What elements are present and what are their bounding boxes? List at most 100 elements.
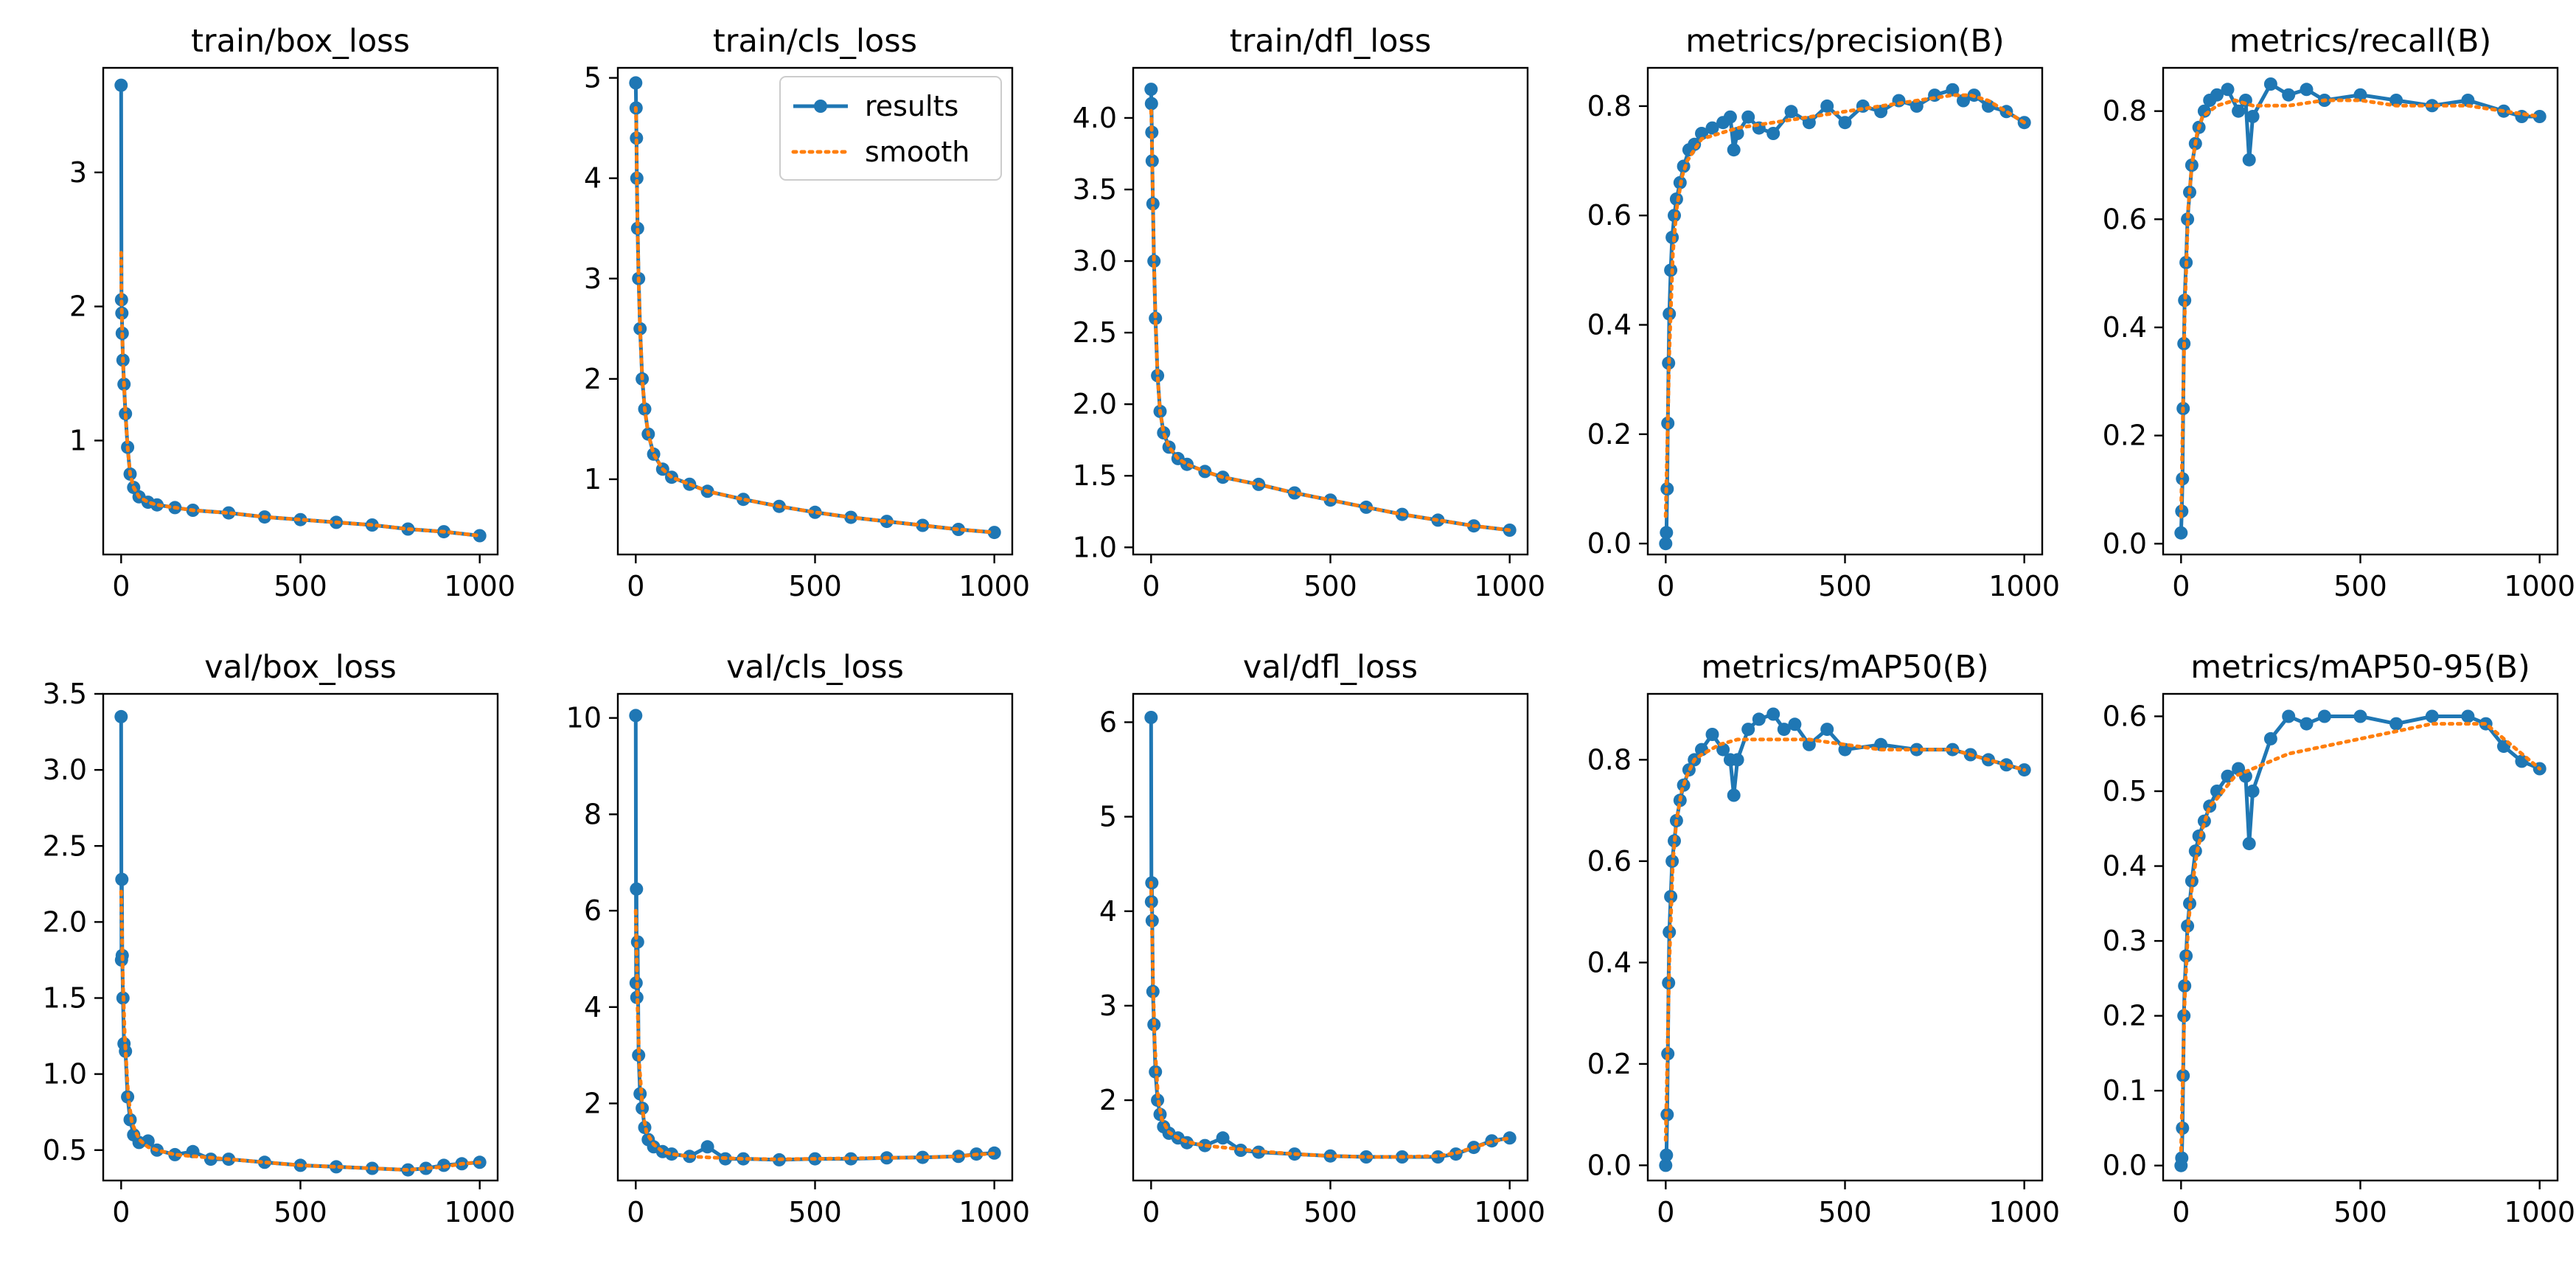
results-point bbox=[2282, 709, 2296, 723]
smooth-line bbox=[2179, 722, 2542, 1152]
results-point bbox=[2246, 110, 2260, 123]
results-point bbox=[1723, 110, 1737, 124]
results-point bbox=[1144, 97, 1158, 111]
x-tick-label: 500 bbox=[274, 570, 327, 602]
y-tick-label: 3.5 bbox=[43, 678, 87, 710]
results-point bbox=[1730, 753, 1744, 767]
results-point bbox=[1705, 121, 1719, 135]
results-point bbox=[141, 1134, 155, 1148]
results-point bbox=[2263, 77, 2277, 91]
chart-panel: train/cls_loss 0 500 1000 1 2 3 4 5 results smooth bbox=[584, 23, 1030, 602]
results-point bbox=[2221, 83, 2235, 97]
results-point bbox=[1752, 712, 1766, 726]
chart-title: val/box_loss bbox=[204, 649, 397, 686]
results-point bbox=[737, 493, 751, 507]
y-tick-label: 0.0 bbox=[2103, 527, 2147, 560]
x-tick-label: 1000 bbox=[1474, 570, 1545, 602]
results-point bbox=[630, 131, 644, 145]
x-tick-label: 500 bbox=[1818, 1196, 1872, 1228]
y-tick-label: 0.2 bbox=[1587, 1048, 1632, 1080]
y-tick-label: 0.4 bbox=[2103, 850, 2147, 883]
y-tick-label: 0.2 bbox=[2103, 1000, 2147, 1032]
results-point bbox=[916, 1150, 930, 1164]
x-tick-label: 0 bbox=[627, 570, 644, 602]
results-point bbox=[1727, 788, 1741, 802]
smooth-line bbox=[1663, 93, 2027, 518]
results-point bbox=[2178, 293, 2192, 307]
x-tick-label: 0 bbox=[2172, 1196, 2190, 1228]
results-point bbox=[630, 990, 644, 1004]
y-tick-label: 0.0 bbox=[1587, 1149, 1632, 1181]
y-tick-label: 2.0 bbox=[43, 905, 87, 938]
y-tick-label: 0.2 bbox=[2103, 420, 2147, 452]
results-point bbox=[2177, 1009, 2191, 1023]
results-point bbox=[1784, 105, 1798, 119]
y-tick-label: 2.5 bbox=[1073, 316, 1117, 349]
x-tick-label: 0 bbox=[2172, 570, 2190, 602]
results-point bbox=[1144, 83, 1158, 97]
results-point bbox=[1838, 116, 1852, 130]
y-tick-label: 2.5 bbox=[43, 830, 87, 862]
y-tick-label: 6 bbox=[1099, 706, 1117, 738]
y-tick-label: 2 bbox=[69, 291, 87, 323]
plot-area bbox=[629, 76, 1001, 540]
results-point bbox=[1144, 711, 1158, 724]
results-point bbox=[1661, 1047, 1675, 1061]
chart-title: metrics/mAP50(B) bbox=[1701, 649, 1988, 686]
y-tick-label: 0.3 bbox=[2103, 925, 2147, 957]
x-tick-label: 1000 bbox=[958, 570, 1030, 602]
y-tick-label: 3.0 bbox=[1073, 245, 1117, 277]
results-point bbox=[1999, 758, 2013, 772]
results-point bbox=[1145, 914, 1159, 928]
y-tick-label: 0.0 bbox=[1587, 527, 1632, 560]
results-point bbox=[2176, 472, 2190, 486]
plot-area bbox=[114, 709, 487, 1177]
x-tick-label: 500 bbox=[788, 1196, 842, 1228]
x-tick-label: 0 bbox=[1142, 1196, 1160, 1228]
x-tick-label: 0 bbox=[1657, 570, 1674, 602]
y-tick-label: 5 bbox=[1099, 801, 1117, 833]
results-point bbox=[1665, 230, 1679, 244]
results-point bbox=[1157, 426, 1171, 439]
results-point bbox=[2353, 88, 2367, 102]
y-tick-label: 2 bbox=[584, 1087, 602, 1119]
x-tick-label: 500 bbox=[274, 1196, 327, 1228]
results-point bbox=[2282, 88, 2296, 102]
chart-panel: metrics/mAP50-95(B) 0 500 1000 0.0 0.1 0.2 0.3 0… bbox=[2103, 649, 2575, 1228]
x-tick-label: 1000 bbox=[444, 1196, 515, 1228]
y-tick-label: 0.6 bbox=[1587, 199, 1632, 232]
results-point bbox=[2353, 709, 2367, 723]
y-tick-label: 4 bbox=[584, 991, 602, 1023]
results-point bbox=[1216, 1131, 1230, 1145]
plot-area bbox=[1144, 711, 1517, 1164]
results-point bbox=[2175, 1151, 2189, 1165]
results-point bbox=[114, 78, 128, 92]
y-tick-label: 0.4 bbox=[1587, 946, 1632, 978]
results-point bbox=[1957, 94, 1970, 108]
smooth-line bbox=[633, 105, 997, 535]
results-point bbox=[473, 529, 487, 543]
results-point bbox=[1716, 743, 1730, 757]
legend-results-marker bbox=[814, 100, 827, 113]
results-point bbox=[629, 76, 643, 90]
chart-panel: val/dfl_loss 0 500 1000 2 3 4 5 6 bbox=[1099, 649, 1545, 1228]
x-tick-label: 1000 bbox=[1988, 570, 2060, 602]
smooth-line bbox=[119, 251, 482, 538]
chart-title: train/cls_loss bbox=[713, 23, 917, 60]
y-tick-label: 4 bbox=[1099, 895, 1117, 928]
smooth-line bbox=[633, 908, 997, 1161]
legend-label: results bbox=[865, 90, 958, 122]
x-tick-label: 500 bbox=[788, 570, 842, 602]
y-tick-label: 0.6 bbox=[1587, 845, 1632, 877]
results-point bbox=[2175, 504, 2189, 518]
results-point bbox=[2461, 94, 2475, 107]
results-point bbox=[1660, 526, 1674, 540]
results-point bbox=[1705, 728, 1719, 741]
y-tick-label: 3 bbox=[1099, 990, 1117, 1022]
chart-title: train/box_loss bbox=[191, 23, 410, 60]
plot-area bbox=[1659, 707, 2031, 1172]
y-tick-label: 2 bbox=[1099, 1084, 1117, 1116]
x-tick-label: 0 bbox=[1657, 1196, 1674, 1228]
results-point bbox=[1788, 717, 1802, 731]
results-point bbox=[1727, 143, 1741, 157]
